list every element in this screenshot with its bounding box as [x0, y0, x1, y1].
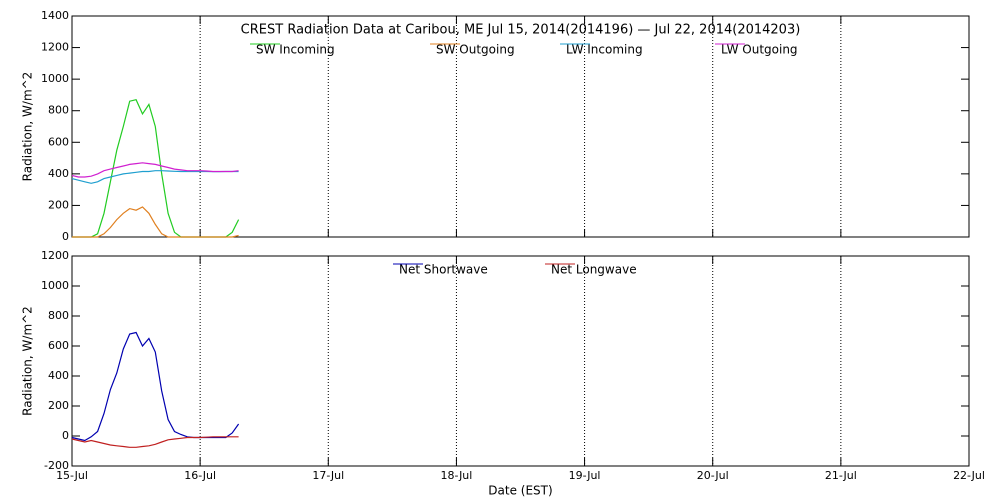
y-tick-label: 400 [48, 167, 69, 180]
series-line [71, 436, 239, 448]
x-tick-label: 21-Jul [825, 469, 857, 482]
y-tick-label: -200 [44, 459, 69, 472]
x-tick-label: 20-Jul [697, 469, 729, 482]
y-tick-label: 1400 [41, 9, 69, 22]
x-axis-label: Date (EST) [488, 484, 552, 498]
chart-title: CREST Radiation Data at Caribou, ME Jul … [241, 23, 801, 38]
y-tick-label: 400 [48, 369, 69, 382]
legend-label: SW Incoming [256, 43, 335, 57]
plot-frame [71, 15, 970, 238]
y-axis-label: Radiation, W/m^2 [21, 306, 35, 416]
y-tick-label: 0 [62, 429, 69, 442]
series-line [72, 206, 239, 238]
legend-label: LW Incoming [566, 43, 643, 57]
y-tick-label: 1200 [41, 41, 69, 54]
plot-frame [71, 255, 970, 467]
legend-label: LW Outgoing [721, 43, 798, 57]
series-line [71, 162, 239, 178]
y-tick-label: 600 [48, 339, 69, 352]
y-axis-label: Radiation, W/m^2 [21, 72, 35, 182]
y-tick-label: 600 [48, 135, 69, 148]
x-tick-label: 17-Jul [312, 469, 344, 482]
x-tick-label: 22-Jul [953, 469, 985, 482]
x-tick-label: 15-Jul [56, 469, 88, 482]
y-tick-label: 1000 [41, 279, 69, 292]
legend-label: Net Longwave [551, 263, 637, 277]
y-tick-label: 200 [48, 399, 69, 412]
y-tick-label: 1000 [41, 72, 69, 85]
y-tick-label: 1200 [41, 249, 69, 262]
x-tick-label: 19-Jul [569, 469, 601, 482]
y-tick-label: 800 [48, 104, 69, 117]
x-tick-label: 18-Jul [440, 469, 472, 482]
legend-label: Net Shortwave [399, 263, 488, 277]
y-tick-label: 800 [48, 309, 69, 322]
y-tick-label: 200 [48, 198, 69, 211]
legend-label: SW Outgoing [436, 43, 515, 57]
x-tick-label: 16-Jul [184, 469, 216, 482]
y-tick-label: 0 [62, 230, 69, 243]
